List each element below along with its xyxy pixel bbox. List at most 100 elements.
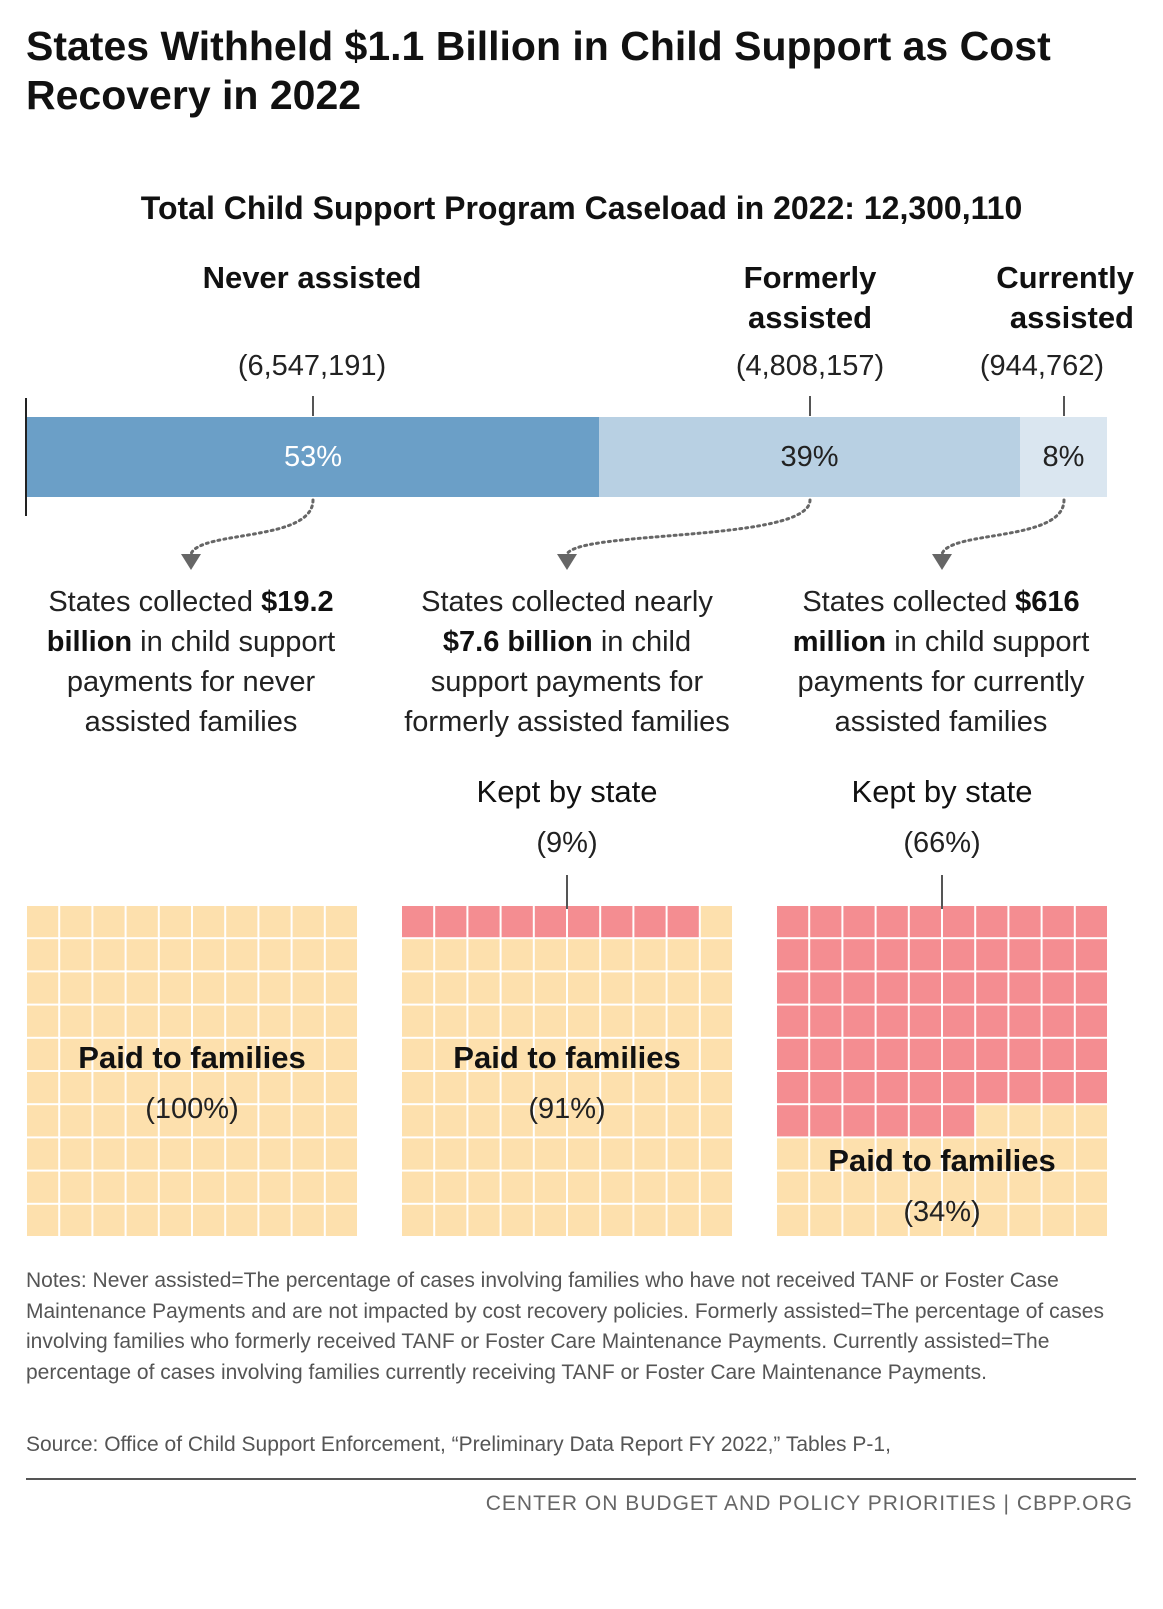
- waffle-cell-kept: [810, 906, 842, 938]
- waffle-cell-paid: [325, 1204, 357, 1236]
- kept-label-currently: Kept by state: [851, 774, 1033, 809]
- waffle-cell-paid: [259, 972, 291, 1004]
- waffle-cell-paid: [93, 1138, 125, 1170]
- waffle-cell-paid: [402, 1038, 434, 1070]
- waffle-cell-paid: [27, 1072, 59, 1104]
- waffle-cell-paid: [601, 939, 633, 971]
- panel-description-currently: States collected $616 million in child s…: [780, 582, 1102, 742]
- waffle-cell-paid: [292, 1204, 324, 1236]
- waffle-cell-paid: [60, 906, 92, 938]
- waffle-cell-paid: [226, 1072, 258, 1104]
- waffle-cell-paid: [1042, 1105, 1074, 1137]
- waffle-cell-paid: [534, 1204, 566, 1236]
- waffle-cell-paid: [259, 906, 291, 938]
- page-title: States Withheld $1.1 Billion in Child Su…: [26, 23, 1051, 118]
- waffle-cell-paid: [468, 1171, 500, 1203]
- waffle-cell-kept: [435, 906, 467, 938]
- waffle-cell-kept: [943, 1038, 975, 1070]
- arrowhead-never: [181, 554, 201, 570]
- tick-never: [312, 396, 314, 416]
- waffle-cell-kept: [909, 939, 941, 971]
- bar-axis-line: [25, 398, 27, 516]
- waffle-cell-paid: [126, 1072, 158, 1104]
- tick-kept-formerly: [566, 875, 568, 909]
- waffle-cell-paid: [292, 906, 324, 938]
- waffle-cell-paid: [468, 1005, 500, 1037]
- waffle-cell-paid: [1009, 1138, 1041, 1170]
- paid-label-formerly: Paid to families: [453, 1040, 681, 1075]
- waffle-cell-paid: [402, 1171, 434, 1203]
- waffle-cell-paid: [468, 1105, 500, 1137]
- waffle-cell-paid: [976, 1105, 1008, 1137]
- waffle-cell-paid: [1075, 1105, 1107, 1137]
- waffle-cell-paid: [226, 1005, 258, 1037]
- waffle-cell-paid: [325, 1105, 357, 1137]
- waffle-cell-kept: [976, 1038, 1008, 1070]
- waffle-cell-paid: [325, 1072, 357, 1104]
- waffle-cell-paid: [1009, 1105, 1041, 1137]
- bar-percent-never: 53%: [283, 441, 343, 473]
- waffle-cell-paid: [1042, 1204, 1074, 1236]
- waffle-cell-paid: [402, 1005, 434, 1037]
- panel-description-never: States collected $19.2 billion in child …: [30, 582, 352, 742]
- waffle-cell-paid: [667, 939, 699, 971]
- waffle-cell-paid: [568, 1005, 600, 1037]
- waffle-cell-paid: [700, 1072, 732, 1104]
- stacked-bar: 53% 39% 8%: [27, 417, 1107, 497]
- paid-percent-formerly: (91%): [528, 1093, 606, 1125]
- waffle-cell-paid: [60, 1038, 92, 1070]
- chart-title: Total Child Support Program Caseload in …: [140, 190, 1023, 226]
- waffle-cell-paid: [976, 1171, 1008, 1203]
- waffle-cell-paid: [777, 1138, 809, 1170]
- waffle-cell-paid: [292, 1072, 324, 1104]
- waffle-cell-paid: [601, 1204, 633, 1236]
- waffle-cell-kept: [876, 1038, 908, 1070]
- waffle-cell-paid: [159, 939, 191, 971]
- waffle-cell-paid: [60, 1105, 92, 1137]
- waffle-cell-kept: [876, 1005, 908, 1037]
- waffle-cell-paid: [435, 1171, 467, 1203]
- segment-label-never: Never assisted: [202, 260, 422, 295]
- waffle-cell-paid: [601, 1138, 633, 1170]
- waffle-cell-paid: [93, 1072, 125, 1104]
- waffle-cell-paid: [634, 1005, 666, 1037]
- waffle-cell-paid: [568, 972, 600, 1004]
- waffle-cell-paid: [843, 1204, 875, 1236]
- waffle-cell-paid: [700, 1171, 732, 1203]
- waffle-cell-kept: [876, 906, 908, 938]
- waffle-formerly: [402, 906, 732, 1236]
- desc-text: States collected nearly: [421, 586, 713, 618]
- waffle-cell-paid: [435, 1105, 467, 1137]
- waffle-cell-paid: [435, 1072, 467, 1104]
- waffle-cell-kept: [1075, 939, 1107, 971]
- waffle-cell-kept: [876, 1072, 908, 1104]
- waffle-cell-paid: [501, 939, 533, 971]
- waffle-cell-paid: [93, 1105, 125, 1137]
- waffle-cell-paid: [1042, 1138, 1074, 1170]
- desc-text: in child support payments for formerly a…: [404, 626, 730, 738]
- waffle-cell-paid: [226, 1038, 258, 1070]
- waffle-cell-paid: [93, 1171, 125, 1203]
- waffle-cell-kept: [568, 906, 600, 938]
- waffle-cell-paid: [700, 939, 732, 971]
- waffle-cell-paid: [27, 1171, 59, 1203]
- waffle-cell-kept: [810, 1038, 842, 1070]
- waffle-cell-paid: [435, 1204, 467, 1236]
- waffle-cell-kept: [909, 1072, 941, 1104]
- waffle-cell-paid: [976, 1138, 1008, 1170]
- waffle-cell-paid: [126, 1005, 158, 1037]
- waffle-cell-paid: [126, 906, 158, 938]
- waffle-cell-paid: [60, 939, 92, 971]
- connector-formerly: [565, 498, 812, 556]
- waffle-cell-kept: [777, 972, 809, 1004]
- waffle-cell-kept: [1042, 1038, 1074, 1070]
- waffle-cell-paid: [193, 1072, 225, 1104]
- waffle-cell-paid: [226, 939, 258, 971]
- segment-count-formerly: (4,808,157): [735, 350, 885, 382]
- waffle-cell-kept: [468, 906, 500, 938]
- waffle-cell-paid: [159, 1138, 191, 1170]
- paid-percent-never: (100%): [145, 1093, 239, 1125]
- waffle-cell-paid: [435, 939, 467, 971]
- waffle-cell-kept: [909, 906, 941, 938]
- tick-formerly: [809, 396, 811, 416]
